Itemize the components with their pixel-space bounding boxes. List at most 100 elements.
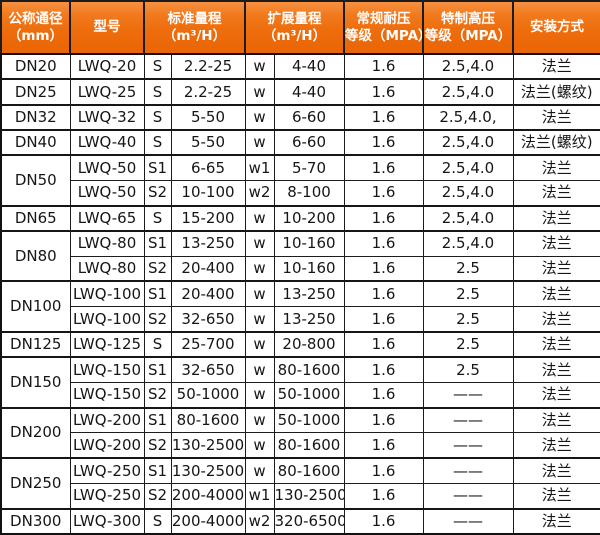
install-cell: 法兰 xyxy=(512,153,600,181)
ext-grade-cell: w xyxy=(244,432,275,459)
ext-range-cell: 80-1600 xyxy=(273,432,345,459)
normal-pressure-cell: 1.6 xyxy=(343,456,424,484)
install-cell: 法兰 xyxy=(512,406,600,434)
high-pressure-cell: 2.5 xyxy=(422,355,514,383)
install-cell: 法兰(螺纹) xyxy=(512,78,600,106)
install-cell: 法兰 xyxy=(512,204,600,232)
table-row: DN80 LWQ-80 S1 13-250 w 10-160 1.6 2.5,4.0 法兰 xyxy=(0,229,600,282)
install-cell: 法兰 xyxy=(512,179,600,207)
table-row: DN65 LWQ-65 S 15-200 w 10-200 1.6 2.5,4.0 法兰 xyxy=(0,204,600,232)
normal-pressure-cell: 1.6 xyxy=(343,305,424,333)
std-range-cell: 20-400 xyxy=(170,255,246,282)
header-line: 标准量程 xyxy=(167,10,222,27)
model-cell: LWQ-65 xyxy=(69,204,145,232)
normal-pressure-cell: 1.6 xyxy=(343,78,424,106)
dn-cell: DN20 xyxy=(0,52,71,80)
model-cell: LWQ-250 xyxy=(69,482,145,510)
dn-cell: DN65 xyxy=(0,204,71,232)
ext-grade-cell: w2 xyxy=(244,179,275,207)
model-cell: LWQ-125 xyxy=(69,330,145,358)
std-grade-cell: S xyxy=(143,128,172,156)
std-range-cell: 6-65 xyxy=(170,153,246,181)
header-nominal-diameter: 公称通径 （mm） xyxy=(0,0,71,55)
model-cell: LWQ-100 xyxy=(69,280,145,308)
high-pressure-cell: 2.5 xyxy=(422,330,514,358)
std-range-cell: 80-1600 xyxy=(170,406,246,434)
ext-grade-cell: w xyxy=(244,280,275,308)
ext-grade-cell: w xyxy=(244,128,275,156)
std-grade-cell: S1 xyxy=(143,355,172,383)
header-normal-pressure: 常规耐压 等级（MPA） xyxy=(343,0,424,55)
normal-pressure-cell: 1.6 xyxy=(343,381,424,409)
header-high-pressure: 特制高压 等级（MPA） xyxy=(422,0,514,55)
header-line: 常规耐压 xyxy=(356,10,411,27)
high-pressure-cell: —— xyxy=(422,432,514,459)
table-row: DN150 LWQ-150 S1 32-650 w 80-1600 1.6 2.5 法兰 xyxy=(0,355,600,408)
dn-cell: DN125 xyxy=(0,330,71,358)
ext-range-cell: 10-200 xyxy=(273,204,345,232)
high-pressure-cell: 2.5 xyxy=(422,305,514,333)
table-body: DN20 LWQ-20 S 2.2-25 w 4-40 1.6 2.5,4.0 法兰 DN25 LW… xyxy=(0,52,600,535)
header-line: 扩展量程 xyxy=(267,10,322,27)
ext-range-cell: 13-250 xyxy=(273,280,345,308)
header-line: 型号 xyxy=(93,19,121,36)
header-line: 等级（MPA） xyxy=(424,27,512,44)
header-line: 特制高压 xyxy=(441,10,495,27)
std-range-cell: 20-400 xyxy=(170,280,246,308)
install-cell: 法兰 xyxy=(512,456,600,484)
table-row: DN32 LWQ-32 S 5-50 w 6-60 1.6 2.5,4.0, 法兰 xyxy=(0,103,600,131)
model-cell: LWQ-150 xyxy=(69,381,145,409)
high-pressure-cell: —— xyxy=(422,406,514,434)
header-line: 公称通径 xyxy=(8,10,63,27)
table-row: LWQ-150 S2 50-1000 w 50-1000 1.6 —— 法兰 xyxy=(1,381,600,409)
std-range-cell: 200-4000 xyxy=(170,507,246,535)
table-row: LWQ-200 S2 130-2500 w 80-1600 1.6 —— 法兰 xyxy=(1,432,600,459)
install-cell: 法兰 xyxy=(512,52,600,80)
high-pressure-cell: 2.5 xyxy=(422,255,514,282)
std-grade-cell: S xyxy=(143,507,172,535)
high-pressure-cell: 2.5,4.0 xyxy=(422,229,514,257)
std-grade-cell: S1 xyxy=(143,406,172,434)
dn-cell: DN250 xyxy=(0,457,71,509)
ext-range-cell: 50-1000 xyxy=(273,406,345,434)
header-extended-range: 扩展量程 （m³/H） xyxy=(244,0,345,55)
normal-pressure-cell: 1.6 xyxy=(343,255,424,282)
normal-pressure-cell: 1.6 xyxy=(343,280,424,308)
header-standard-range: 标准量程 （m³/H） xyxy=(143,0,246,55)
ext-range-cell: 13-250 xyxy=(273,305,345,333)
ext-range-cell: 5-70 xyxy=(273,153,345,181)
model-cell: LWQ-200 xyxy=(69,432,145,459)
header-row: 公称通径 （mm） 型号 标准量程 （m³/H） 扩展量程 （m³/H） 常规耐… xyxy=(0,0,600,55)
install-cell: 法兰 xyxy=(512,280,600,308)
model-cell: LWQ-50 xyxy=(69,153,145,181)
high-pressure-cell: —— xyxy=(422,381,514,409)
model-cell: LWQ-250 xyxy=(69,456,145,484)
high-pressure-cell: 2.5,4.0 xyxy=(422,78,514,106)
std-range-cell: 5-50 xyxy=(170,103,246,131)
ext-grade-cell: w xyxy=(244,204,275,232)
install-cell: 法兰(螺纹) xyxy=(512,128,600,156)
std-range-cell: 10-100 xyxy=(170,179,246,207)
ext-grade-cell: w xyxy=(244,255,275,282)
std-grade-cell: S xyxy=(143,52,172,80)
std-grade-cell: S1 xyxy=(143,280,172,308)
std-grade-cell: S2 xyxy=(143,381,172,409)
ext-grade-cell: w1 xyxy=(244,153,275,181)
install-cell: 法兰 xyxy=(512,305,600,333)
ext-range-cell: 8-100 xyxy=(273,179,345,207)
table-row: LWQ-250 S2 200-4000 w1 130-2500 1.6 —— 法兰 xyxy=(1,482,600,510)
model-cell: LWQ-80 xyxy=(69,255,145,282)
normal-pressure-cell: 1.6 xyxy=(343,229,424,257)
std-range-cell: 13-250 xyxy=(170,229,246,257)
std-grade-cell: S2 xyxy=(143,482,172,510)
model-cell: LWQ-40 xyxy=(69,128,145,156)
header-line: 安装方式 xyxy=(530,19,584,36)
std-range-cell: 2.2-25 xyxy=(170,78,246,106)
ext-grade-cell: w xyxy=(244,406,275,434)
ext-grade-cell: w xyxy=(244,381,275,409)
ext-grade-cell: w xyxy=(244,52,275,80)
dn-cell: DN40 xyxy=(0,128,71,156)
dn-cell: DN25 xyxy=(0,78,71,106)
std-range-cell: 15-200 xyxy=(170,204,246,232)
